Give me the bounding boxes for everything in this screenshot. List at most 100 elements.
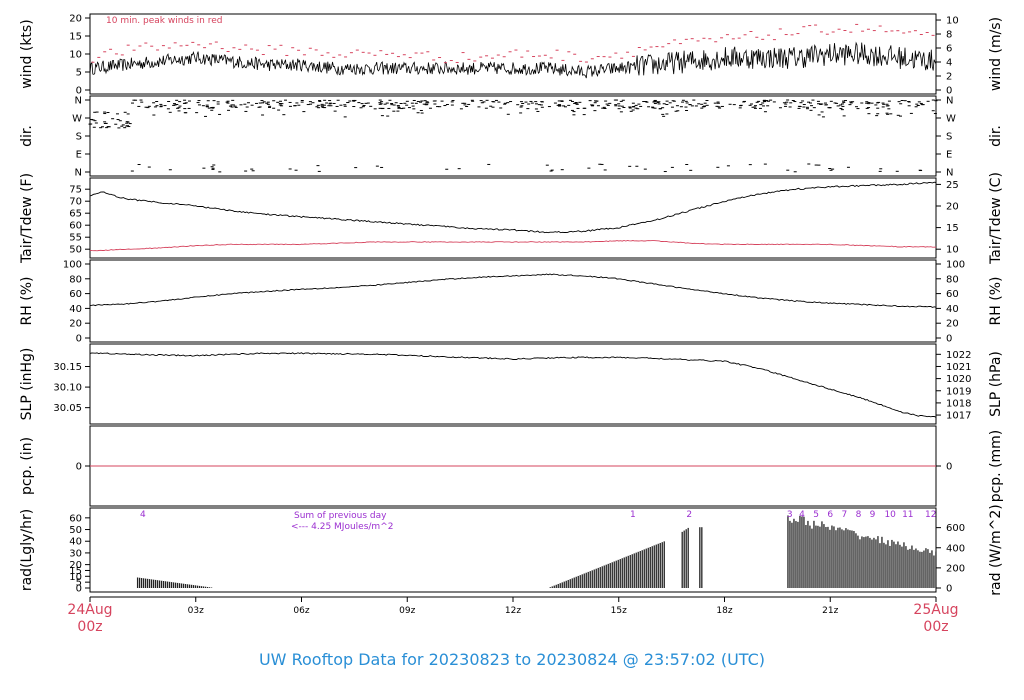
rad-ylabel-left: rad(Lgly/hr): [19, 509, 35, 591]
rad-hour-label: 7: [841, 510, 847, 520]
slp-left-tick-label: 30.15: [53, 362, 82, 373]
x-tick-label: 15z: [611, 606, 627, 616]
rh-left-tick-label: 100: [63, 260, 82, 271]
wind-right-tick-label: 4: [946, 58, 952, 69]
x-end-hour: 00z: [923, 619, 948, 635]
rad-ylabel-right: rad (W/m^2): [988, 504, 1004, 595]
rad-sum-note-1: Sum of previous day: [294, 511, 387, 521]
slp-right-tick-label: 1022: [946, 350, 971, 361]
dir-right-tick-label: N: [946, 96, 953, 107]
pcp-ylabel-right: pcp. (mm): [988, 430, 1004, 503]
rad-hour-label: 9: [870, 510, 876, 520]
rad-left-tick-label: 50: [69, 525, 82, 536]
pcp-ylabel-left: pcp. (in): [19, 437, 35, 495]
wind-right-tick-label: 10: [946, 16, 959, 27]
rad-hour-label: 8: [856, 510, 862, 520]
rh-right-tick-label: 80: [946, 274, 959, 285]
temp-left-tick-label: 55: [69, 233, 82, 244]
x-tick-label: 06z: [293, 606, 309, 616]
wind-left-tick-label: 20: [69, 14, 82, 25]
wind-left-tick-label: 0: [76, 86, 82, 97]
temp-left-tick-label: 75: [69, 185, 82, 196]
dir-right-tick-label: S: [946, 132, 952, 143]
temp-ylabel-right: Tair/Tdew (C): [988, 172, 1004, 265]
pcp-right-tick-label: 0: [946, 462, 952, 473]
temp-right-tick-label: 10: [946, 245, 959, 256]
wind-ylabel-left: wind (kts): [19, 19, 35, 88]
rad-hour-label: 3: [787, 510, 793, 520]
dir-ylabel-left: dir.: [19, 125, 35, 147]
panel-frames: [89, 13, 937, 593]
panel-frame: [89, 507, 937, 593]
rh-right-tick-label: 60: [946, 289, 959, 300]
rh-left-tick-label: 60: [69, 289, 82, 300]
rad-right-tick-label: 0: [946, 584, 952, 595]
panel-frame: [89, 259, 937, 343]
rad-hour-label: 4: [140, 510, 146, 520]
temp-left-tick-label: 70: [69, 197, 82, 208]
x-tick-label: 12z: [505, 606, 521, 616]
rad-left-tick-label: 40: [69, 537, 82, 548]
wind-annotation: 10 min. peak winds in red: [106, 16, 223, 26]
wind-left-tick-label: 10: [69, 50, 82, 61]
rad-left-tick-label: 60: [69, 513, 82, 524]
rh-left-tick-label: 80: [69, 274, 82, 285]
panel-frame: [89, 343, 937, 425]
slp-right-tick-label: 1021: [946, 362, 971, 373]
rad-left-tick-label: 15: [69, 566, 82, 577]
wind-left-tick-label: 15: [69, 32, 82, 43]
temp-right-tick-label: 15: [946, 223, 959, 234]
panel-frame: [89, 177, 937, 259]
rh-right-tick-label: 0: [946, 334, 952, 345]
wind-right-tick-label: 6: [946, 44, 952, 55]
dir-left-tick-label: N: [75, 168, 82, 179]
x-tick-label: 18z: [716, 606, 732, 616]
x-tick-label: 09z: [399, 606, 415, 616]
x-end-date: 25Aug: [913, 602, 958, 618]
dir-left-tick-label: S: [76, 132, 82, 143]
slp-line: [89, 352, 937, 418]
slp-right-tick-label: 1017: [946, 411, 971, 422]
rh-right-tick-label: 100: [946, 260, 965, 271]
rad-sum-note-2: <--- 4.25 MJoules/m^2: [291, 522, 393, 532]
wind-right-tick-label: 0: [946, 86, 952, 97]
rad-right-tick-label: 400: [946, 543, 965, 554]
dir-right-tick-label: N: [946, 168, 953, 179]
footer-title: UW Rooftop Data for 20230823 to 20230824…: [259, 650, 765, 669]
rad-hour-label: 11: [902, 510, 913, 520]
rh-line: [89, 273, 937, 308]
slp-ylabel-left: SLP (inHg): [19, 348, 35, 421]
x-start-date: 24Aug: [67, 602, 112, 618]
wind-speed-line: [89, 41, 937, 79]
dir-right-tick-label: E: [946, 150, 952, 161]
pcp-left-tick-label: 0: [76, 462, 82, 473]
rad-left-tick-label: 5: [76, 578, 82, 589]
rh-left-tick-label: 40: [69, 304, 82, 315]
rad-hour-label: 10: [884, 510, 896, 520]
dir-left-tick-label: N: [75, 96, 82, 107]
wind-right-tick-label: 8: [946, 30, 952, 41]
tair-line: [89, 181, 937, 234]
rh-ylabel-right: RH (%): [988, 277, 1004, 326]
rad-hour-label: 5: [813, 510, 819, 520]
rh-right-tick-label: 40: [946, 304, 959, 315]
x-tick-label: 03z: [188, 606, 204, 616]
slp-ylabel-right: SLP (hPa): [988, 351, 1004, 417]
x-start-hour: 00z: [77, 619, 102, 635]
rad-hour-label: 4: [799, 510, 805, 520]
rad-left-tick-label: 0: [76, 584, 82, 595]
tdew-line: [89, 240, 937, 252]
slp-right-tick-label: 1020: [946, 374, 971, 385]
rad-right-tick-label: 600: [946, 523, 965, 534]
temp-right-tick-label: 25: [946, 180, 959, 191]
rad-left-tick-label: 20: [69, 560, 82, 571]
slp-left-tick-label: 30.05: [53, 403, 82, 414]
rad-left-tick-label: 10: [69, 572, 82, 583]
rh-left-tick-label: 0: [76, 334, 82, 345]
slp-left-tick-label: 30.10: [53, 383, 82, 394]
slp-right-tick-label: 1019: [946, 386, 971, 397]
data-traces: [88, 23, 938, 588]
dir-right-tick-label: W: [946, 114, 956, 125]
wind-left-tick-label: 5: [76, 68, 82, 79]
temp-ylabel-left: Tair/Tdew (F): [19, 173, 35, 264]
